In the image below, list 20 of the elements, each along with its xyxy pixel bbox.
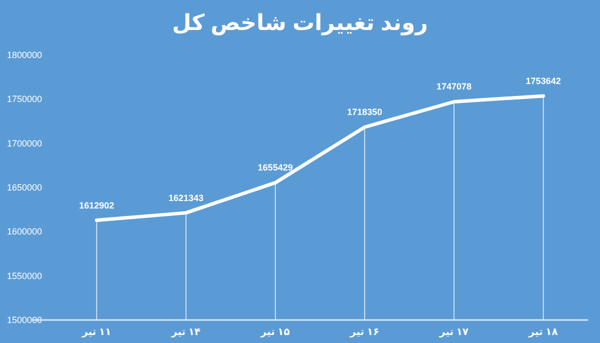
data-label: 1655429 — [258, 162, 293, 173]
y-tick-label: 1800000 — [6, 50, 42, 60]
data-label: 1718350 — [347, 107, 382, 118]
y-tick-label: 1600000 — [6, 226, 42, 237]
data-label: 1621343 — [168, 192, 204, 203]
y-tick-label: 1700000 — [6, 138, 42, 148]
y-tick-label: 1750000 — [6, 94, 42, 104]
x-tick-label: ۱۵ تیر — [260, 327, 290, 338]
data-label: 1747078 — [436, 82, 472, 92]
data-label: 1753642 — [526, 76, 561, 86]
y-tick-label: 1650000 — [6, 182, 42, 192]
y-tick-label: 1550000 — [6, 270, 42, 281]
x-tick-label: ۱۸ تیر — [528, 327, 558, 338]
y-tick-label: 1500000 — [6, 315, 42, 325]
data-label: 1612902 — [79, 200, 114, 210]
x-tick-label: ۱۷ تیر — [438, 327, 469, 338]
x-tick-label: ۱۱ تیر — [81, 327, 112, 338]
chart-title: روند تغییرات شاخص کل — [172, 10, 428, 36]
x-tick-label: ۱۶ تیر — [349, 327, 380, 338]
x-tick-label: ۱۴ تیر — [170, 327, 201, 338]
